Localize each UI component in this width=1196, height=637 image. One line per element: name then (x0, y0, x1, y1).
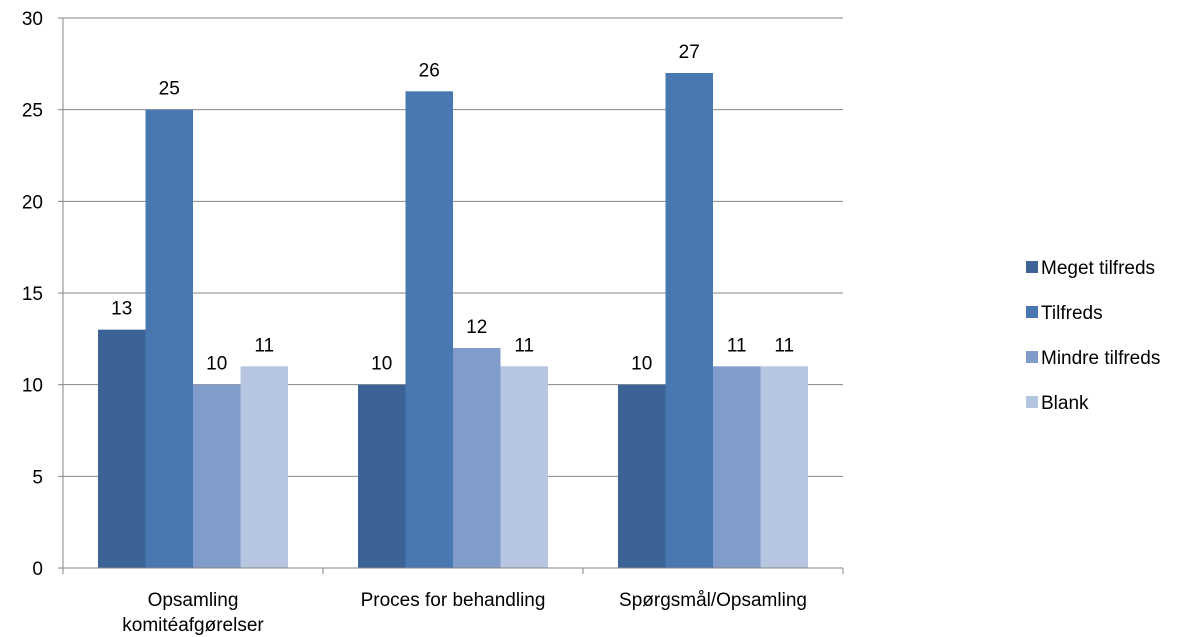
bar (193, 384, 241, 568)
y-tick-label: 20 (22, 192, 43, 213)
bar (358, 384, 406, 568)
bars (98, 73, 808, 569)
data-label: 11 (514, 335, 534, 356)
legend-swatch (1026, 351, 1038, 363)
y-tick-label: 30 (22, 9, 43, 30)
data-label: 25 (159, 79, 180, 100)
data-label: 26 (419, 60, 440, 81)
legend-label: Blank (1041, 393, 1089, 414)
data-label: 12 (466, 317, 487, 338)
bar (500, 366, 548, 568)
bar (405, 91, 453, 568)
data-label: 10 (371, 354, 392, 375)
legend-swatch (1026, 396, 1038, 408)
data-label: 27 (679, 42, 700, 63)
bar (98, 329, 146, 568)
y-tick-label: 10 (22, 376, 43, 397)
data-label: 11 (774, 335, 794, 356)
y-tick-label: 25 (22, 101, 43, 122)
y-tick-label: 5 (32, 467, 43, 488)
data-label: 11 (727, 335, 747, 356)
legend: Meget tilfreds Tilfreds Mindre tilfreds Bla… (1026, 258, 1160, 414)
legend-label: Mindre tilfreds (1041, 348, 1160, 369)
data-labels: 13 10 10 25 26 27 10 12 11 11 11 11 (111, 42, 794, 375)
data-label: 13 (111, 299, 132, 320)
legend-swatch (1026, 261, 1038, 273)
data-label: 11 (254, 335, 274, 356)
bar (240, 366, 288, 568)
bar (618, 384, 666, 568)
x-tick-label: Spørgsmål/Opsamling (619, 590, 807, 611)
bar (453, 348, 501, 568)
bar (145, 109, 193, 569)
bar (665, 73, 713, 568)
bar (760, 366, 808, 568)
x-tick-label: Proces for behandling (361, 590, 546, 611)
legend-swatch (1026, 306, 1038, 318)
axes: 0 5 10 15 20 25 30 Opsamling komitéafgørelser Pro… (22, 9, 844, 636)
y-tick-label: 15 (22, 284, 43, 305)
data-label: 10 (206, 354, 227, 375)
bar (713, 366, 761, 568)
legend-label: Tilfreds (1041, 303, 1103, 324)
data-label: 10 (631, 354, 652, 375)
y-tick-label: 0 (32, 559, 43, 580)
legend-label: Meget tilfreds (1041, 258, 1155, 279)
x-tick-label: Opsamling komitéafgørelser (122, 590, 264, 636)
